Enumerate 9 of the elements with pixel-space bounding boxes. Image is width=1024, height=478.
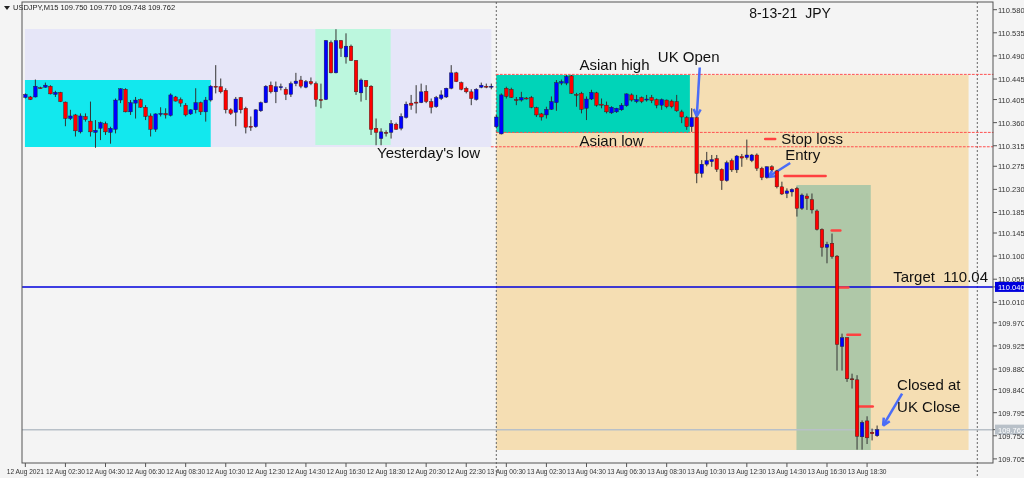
annotation: UK Open xyxy=(657,48,720,66)
chart-title: 8-13-21 JPY xyxy=(749,5,832,21)
annotation: Yesterday's low xyxy=(377,144,481,161)
ref-line-label: Target 110.04 xyxy=(893,267,988,285)
annotation: Asian high xyxy=(579,56,650,74)
annotation: Stop loss xyxy=(781,130,843,148)
annotation: Closed at UK Close xyxy=(897,375,962,415)
annotation: Asian low xyxy=(579,132,644,150)
annotation: Entry xyxy=(785,146,821,164)
